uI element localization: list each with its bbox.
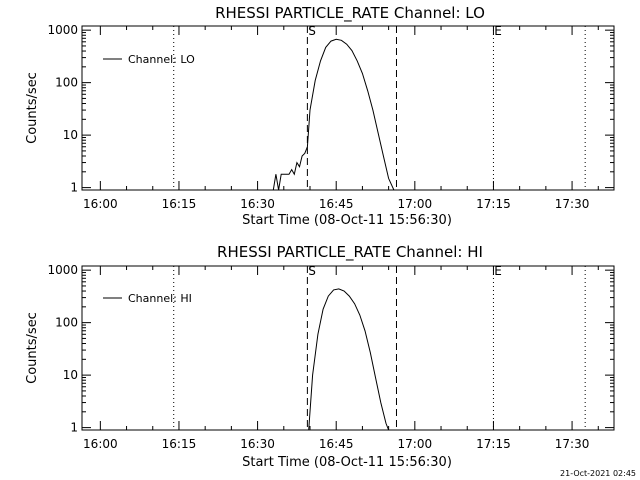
series-line xyxy=(272,38,395,191)
x-tick-label: 16:00 xyxy=(83,197,118,211)
x-tick-label: 17:30 xyxy=(555,197,590,211)
y-axis-label: Counts/sec xyxy=(25,72,40,144)
series-group xyxy=(272,38,395,191)
x-tick-label: 17:30 xyxy=(555,437,590,451)
x-tick-label: 17:00 xyxy=(398,197,433,211)
y-tick-label: 1 xyxy=(70,421,78,435)
legend-entry: Channel: LO xyxy=(128,53,195,66)
y-tick-label: 100 xyxy=(55,316,78,330)
y-tick-label: 10 xyxy=(63,368,78,382)
y-tick-label: 10 xyxy=(63,128,78,142)
y-tick-label: 1 xyxy=(70,181,78,195)
x-tick-label: 16:30 xyxy=(240,197,275,211)
legend: Channel: HI xyxy=(103,292,192,305)
x-tick-label: 16:45 xyxy=(319,437,354,451)
series-line xyxy=(308,288,390,431)
marker-label: E xyxy=(494,264,502,278)
x-tick-label: 16:30 xyxy=(240,437,275,451)
y-tick-label: 1000 xyxy=(47,263,78,277)
chart-title: RHESSI PARTICLE_RATE Channel: LO xyxy=(215,4,485,23)
x-tick-label: 16:45 xyxy=(319,197,354,211)
y-tick-label: 1000 xyxy=(47,23,78,37)
y-axis-ticks: 1 10 100 1000 xyxy=(47,23,614,195)
plot-frame xyxy=(81,265,615,431)
timestamp: 21-Oct-2021 02:45 xyxy=(560,469,636,478)
y-axis-ticks: 1 10 100 1000 xyxy=(47,263,614,435)
chart-title: RHESSI PARTICLE_RATE Channel: HI xyxy=(217,243,483,262)
marker-label: E xyxy=(494,24,502,38)
legend-entry: Channel: HI xyxy=(128,292,192,305)
y-tick-label: 100 xyxy=(55,76,78,90)
marker-label: S xyxy=(308,264,316,278)
legend: Channel: LO xyxy=(103,53,195,66)
x-tick-label: 17:15 xyxy=(476,197,511,211)
x-tick-label: 17:00 xyxy=(398,437,433,451)
plot-frame xyxy=(81,25,615,191)
x-axis-label: Start Time (08-Oct-11 15:56:30) xyxy=(242,455,452,470)
x-axis-ticks: 16:00 16:15 16:30 16:45 17:00 17:15 17:30 xyxy=(83,266,599,451)
y-axis-label: Counts/sec xyxy=(25,312,40,384)
marker-label: S xyxy=(308,24,316,38)
x-tick-label: 16:15 xyxy=(162,437,197,451)
x-axis-label: Start Time (08-Oct-11 15:56:30) xyxy=(242,213,452,228)
x-tick-label: 17:15 xyxy=(476,437,511,451)
x-tick-label: 16:00 xyxy=(83,437,118,451)
x-axis-ticks: 16:00 16:15 16:30 16:45 17:00 17:15 17:30 xyxy=(83,26,599,211)
x-tick-label: 16:15 xyxy=(162,197,197,211)
series-group xyxy=(308,288,390,431)
